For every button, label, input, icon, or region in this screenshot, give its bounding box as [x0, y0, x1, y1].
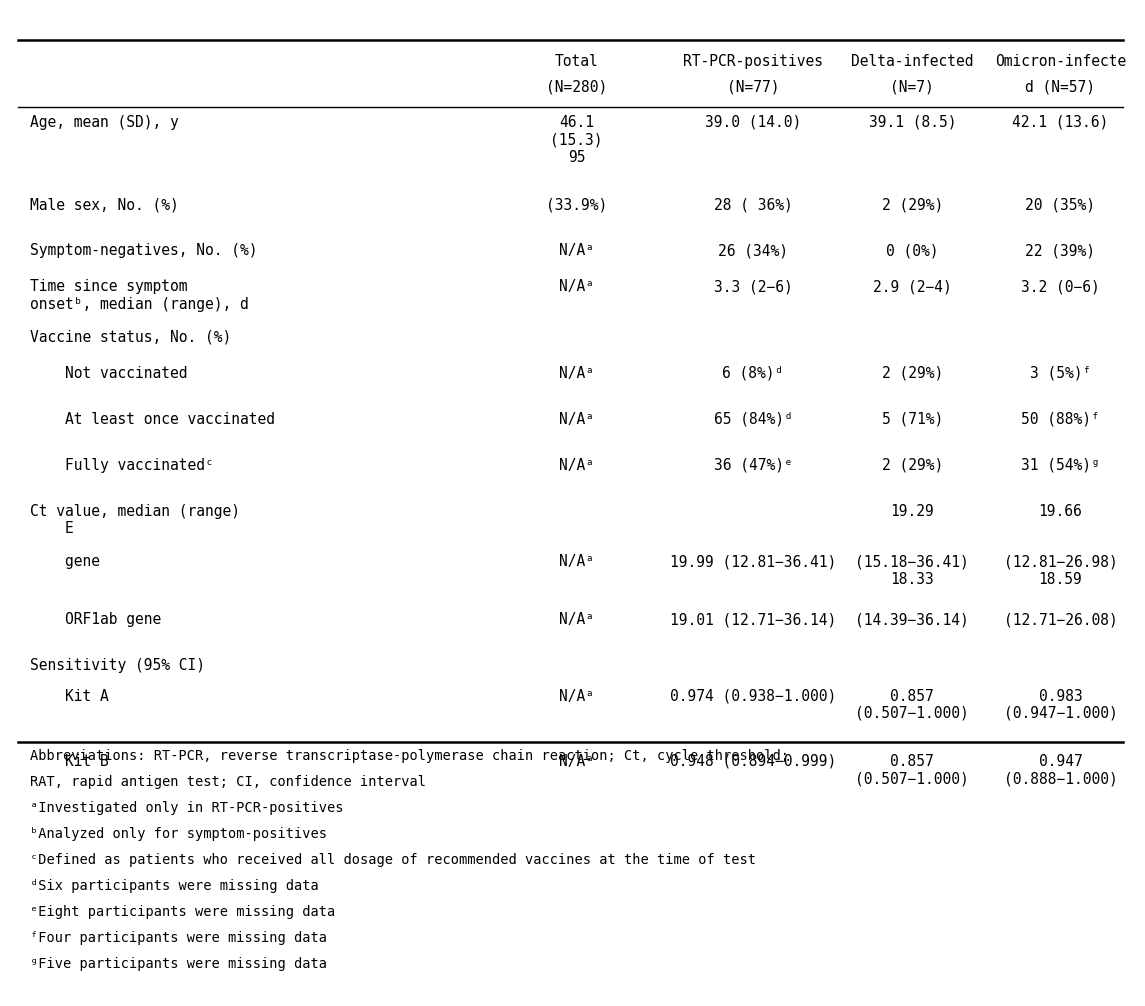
Text: ᵍFive participants were missing data: ᵍFive participants were missing data: [30, 958, 326, 972]
Text: N/Aᵃ: N/Aᵃ: [559, 753, 594, 769]
Text: d (N=57): d (N=57): [1026, 79, 1096, 95]
Text: 42.1 (13.6): 42.1 (13.6): [1012, 115, 1108, 130]
Text: N/Aᵃ: N/Aᵃ: [559, 688, 594, 703]
Text: ᵈSix participants were missing data: ᵈSix participants were missing data: [30, 879, 318, 893]
Text: ᶜDefined as patients who received all dosage of recommended vaccines at the time: ᶜDefined as patients who received all do…: [30, 853, 756, 867]
Text: N/Aᵃ: N/Aᵃ: [559, 411, 594, 427]
Text: (12.71−26.08): (12.71−26.08): [1003, 613, 1118, 628]
Text: 19.01 (12.71−36.14): 19.01 (12.71−36.14): [670, 613, 836, 628]
Text: 22 (39%): 22 (39%): [1026, 243, 1096, 259]
Text: ᶠFour participants were missing data: ᶠFour participants were missing data: [30, 932, 326, 946]
Text: 19.99 (12.81−36.41): 19.99 (12.81−36.41): [670, 554, 836, 569]
Text: N/Aᵃ: N/Aᵃ: [559, 458, 594, 473]
Text: RT-PCR-positives: RT-PCR-positives: [682, 53, 823, 68]
Text: Vaccine status, No. (%): Vaccine status, No. (%): [30, 329, 231, 344]
Text: 0.974 (0.938−1.000): 0.974 (0.938−1.000): [670, 688, 836, 703]
Text: Sensitivity (95% CI): Sensitivity (95% CI): [30, 659, 205, 673]
Text: Fully vaccinatedᶜ: Fully vaccinatedᶜ: [30, 458, 214, 473]
Text: Kit B: Kit B: [30, 753, 109, 769]
Text: (N=7): (N=7): [891, 79, 934, 95]
Text: Total: Total: [554, 53, 599, 68]
Text: 31 (54%)ᵍ: 31 (54%)ᵍ: [1021, 458, 1099, 473]
Text: (N=77): (N=77): [727, 79, 780, 95]
Text: Age, mean (SD), y: Age, mean (SD), y: [30, 115, 179, 130]
Text: 0.947
(0.888−1.000): 0.947 (0.888−1.000): [1003, 753, 1118, 787]
Text: 39.1 (8.5): 39.1 (8.5): [869, 115, 956, 130]
Text: 65 (84%)ᵈ: 65 (84%)ᵈ: [713, 411, 792, 427]
Text: Time since symptom
onsetᵇ, median (range), d: Time since symptom onsetᵇ, median (range…: [30, 280, 248, 312]
Text: N/Aᵃ: N/Aᵃ: [559, 243, 594, 259]
Text: 2 (29%): 2 (29%): [882, 197, 943, 212]
Text: 0.948 (0.894−0.999): 0.948 (0.894−0.999): [670, 753, 836, 769]
Text: Male sex, No. (%): Male sex, No. (%): [30, 197, 179, 212]
Text: 0.857
(0.507−1.000): 0.857 (0.507−1.000): [855, 753, 969, 787]
Text: Delta-infected: Delta-infected: [851, 53, 973, 68]
Text: Symptom-negatives, No. (%): Symptom-negatives, No. (%): [30, 243, 258, 259]
Text: RAT, rapid antigen test; CI, confidence interval: RAT, rapid antigen test; CI, confidence …: [30, 775, 426, 789]
Text: 19.29: 19.29: [891, 504, 934, 519]
Text: 0.983
(0.947−1.000): 0.983 (0.947−1.000): [1003, 688, 1118, 721]
Text: 6 (8%)ᵈ: 6 (8%)ᵈ: [722, 365, 783, 380]
Text: N/Aᵃ: N/Aᵃ: [559, 554, 594, 569]
Text: (14.39−36.14): (14.39−36.14): [855, 613, 969, 628]
Text: 39.0 (14.0): 39.0 (14.0): [705, 115, 801, 130]
Text: 36 (47%)ᵉ: 36 (47%)ᵉ: [713, 458, 792, 473]
Text: 19.66: 19.66: [1039, 504, 1082, 519]
Text: Omicron-infecte: Omicron-infecte: [995, 53, 1126, 68]
Text: 3.3 (2−6): 3.3 (2−6): [713, 280, 792, 295]
Text: 5 (71%): 5 (71%): [882, 411, 943, 427]
Text: N/Aᵃ: N/Aᵃ: [559, 613, 594, 628]
Text: 0 (0%): 0 (0%): [886, 243, 939, 259]
Text: (33.9%): (33.9%): [546, 197, 607, 212]
Text: 50 (88%)ᶠ: 50 (88%)ᶠ: [1021, 411, 1099, 427]
Text: At least once vaccinated: At least once vaccinated: [30, 411, 275, 427]
Text: 3 (5%)ᶠ: 3 (5%)ᶠ: [1029, 365, 1091, 380]
Text: ORF1ab gene: ORF1ab gene: [30, 613, 161, 628]
Text: N/Aᵃ: N/Aᵃ: [559, 365, 594, 380]
Text: ᵇAnalyzed only for symptom-positives: ᵇAnalyzed only for symptom-positives: [30, 827, 326, 841]
Text: 2 (29%): 2 (29%): [882, 458, 943, 473]
Text: Abbreviations: RT-PCR, reverse transcriptase-polymerase chain reaction; Ct, cycl: Abbreviations: RT-PCR, reverse transcrip…: [30, 748, 789, 763]
Text: 3.2 (0−6): 3.2 (0−6): [1021, 280, 1099, 295]
Text: 2 (29%): 2 (29%): [882, 365, 943, 380]
Text: gene: gene: [30, 554, 100, 569]
Text: Ct value, median (range)
    E: Ct value, median (range) E: [30, 504, 239, 536]
Text: ᵉEight participants were missing data: ᵉEight participants were missing data: [30, 905, 335, 919]
Text: Kit A: Kit A: [30, 688, 109, 703]
Text: ᵃInvestigated only in RT-PCR-positives: ᵃInvestigated only in RT-PCR-positives: [30, 801, 343, 815]
Text: N/Aᵃ: N/Aᵃ: [559, 280, 594, 295]
Text: 0.857
(0.507−1.000): 0.857 (0.507−1.000): [855, 688, 969, 721]
Text: (12.81−26.98)
18.59: (12.81−26.98) 18.59: [1003, 554, 1118, 586]
Text: 26 (34%): 26 (34%): [718, 243, 788, 259]
Text: 20 (35%): 20 (35%): [1026, 197, 1096, 212]
Text: 28 ( 36%): 28 ( 36%): [713, 197, 792, 212]
Text: (15.18−36.41)
18.33: (15.18−36.41) 18.33: [855, 554, 969, 586]
Text: 2.9 (2−4): 2.9 (2−4): [872, 280, 951, 295]
Text: (N=280): (N=280): [546, 79, 607, 95]
Text: 46.1
(15.3)
95: 46.1 (15.3) 95: [551, 115, 602, 165]
Text: Not vaccinated: Not vaccinated: [30, 365, 188, 380]
